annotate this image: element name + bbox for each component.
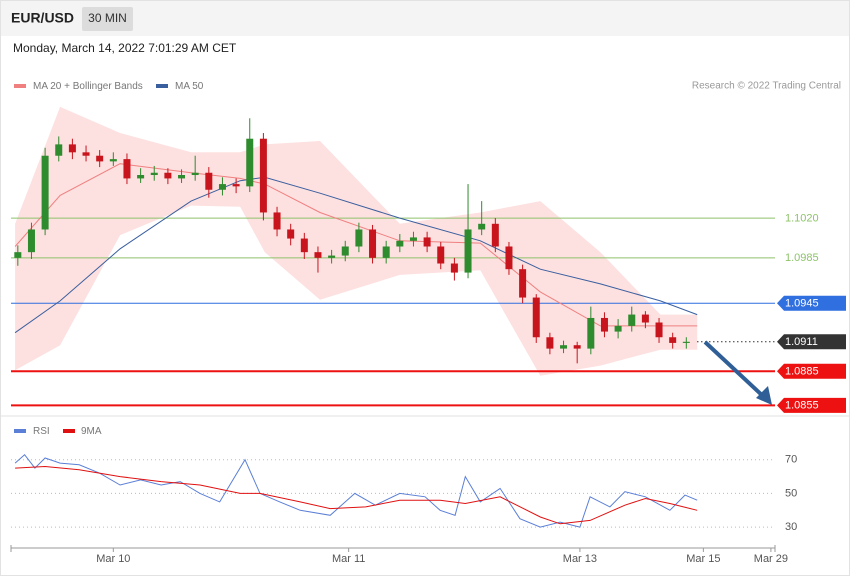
candle-body [546, 337, 554, 349]
rsi-line [15, 465, 698, 525]
legend-swatch [14, 84, 26, 88]
level-tag [777, 397, 846, 413]
level-tag [777, 334, 846, 350]
x-tick-label: Mar 13 [563, 553, 597, 565]
candle-body [314, 252, 322, 258]
candle-body [27, 229, 35, 253]
candle-body [369, 229, 377, 258]
x-tick-label: Mar 11 [332, 553, 365, 565]
candle-body [137, 175, 145, 179]
legend-swatch [156, 84, 168, 88]
candle-body [682, 341, 690, 343]
candle-body [464, 229, 472, 273]
forecast-arrowhead [756, 386, 772, 405]
candle-body [641, 314, 649, 323]
header-bar [1, 1, 849, 36]
candle-body [437, 246, 445, 264]
candle-body [246, 138, 254, 187]
candle-body [396, 240, 404, 247]
candle-body [232, 184, 240, 187]
candle-body [287, 229, 295, 239]
plot-area: 1.1020 1.0985 1.0945 1.0911 1.0885 1.0855 MA 2… [10, 81, 846, 565]
candle-body [669, 337, 677, 343]
level-label: 1.0945 [785, 298, 819, 310]
ma-line [14, 176, 698, 334]
x-tick-label: Mar 29 [754, 553, 788, 565]
legend-swatch [63, 429, 75, 433]
legend-label: 9MA [81, 426, 102, 437]
candle-body [328, 255, 336, 258]
candle-body [300, 238, 308, 253]
candle-body [519, 269, 527, 298]
legend-label: MA 20 + Bollinger Bands [33, 81, 143, 92]
candle-body [600, 317, 608, 332]
level-label: 1.0855 [785, 400, 819, 412]
legend-swatch [14, 429, 26, 433]
forecast-arrow [703, 340, 766, 399]
candle-body [68, 144, 76, 153]
x-tick-label: Mar 15 [686, 553, 720, 565]
candle-body [205, 172, 213, 190]
y-tick-label: 50 [785, 487, 797, 499]
candle-body [123, 159, 131, 179]
rsi-line [14, 453, 698, 528]
candle-body [191, 172, 199, 176]
candle-body [355, 229, 363, 247]
candle-body [82, 152, 90, 156]
candle-body [96, 155, 104, 162]
candle-body [573, 345, 581, 349]
symbol: EUR/USD [11, 10, 74, 26]
candle-body [450, 263, 458, 273]
candle-body [423, 237, 431, 247]
candle-body [382, 246, 390, 258]
candle-body [55, 144, 63, 156]
timeframe: 30 MIN [88, 11, 127, 25]
credit: Research © 2022 Trading Central [692, 81, 841, 92]
level-label: 1.1020 [785, 213, 819, 225]
y-tick-label: 30 [785, 521, 797, 533]
candle-body [41, 155, 49, 230]
level-label: 1.0911 [785, 336, 818, 348]
level-tag [777, 363, 846, 379]
y-tick-label: 70 [785, 454, 797, 466]
candle-body [109, 159, 117, 162]
candle-body [560, 345, 568, 349]
candle-body [409, 237, 417, 241]
legend-label: MA 50 [175, 81, 204, 92]
candle-body [341, 246, 349, 256]
candle-body [491, 223, 499, 247]
candle-body [587, 317, 595, 349]
candle-body [532, 297, 540, 338]
x-tick-label: Mar 10 [96, 553, 130, 565]
candle-body [259, 138, 267, 213]
level-tag [777, 295, 846, 311]
candle-body [505, 246, 513, 270]
candle-body [273, 212, 281, 230]
ma-line [14, 163, 698, 327]
candle-body [218, 184, 226, 190]
candle-body [14, 252, 22, 258]
candle-body [150, 172, 158, 176]
candle-body [478, 223, 486, 230]
candle-body [178, 175, 186, 179]
timeframe-box [82, 7, 133, 31]
level-label: 1.0985 [785, 252, 819, 264]
legend-label: RSI [33, 426, 50, 437]
candle-body [164, 172, 172, 179]
timestamp: Monday, March 14, 2022 7:01:29 AM CET [13, 41, 237, 55]
level-label: 1.0885 [785, 366, 819, 378]
candle-body [655, 322, 663, 338]
candle-body [614, 325, 622, 332]
overlay [703, 340, 772, 405]
candle-body [628, 314, 636, 326]
